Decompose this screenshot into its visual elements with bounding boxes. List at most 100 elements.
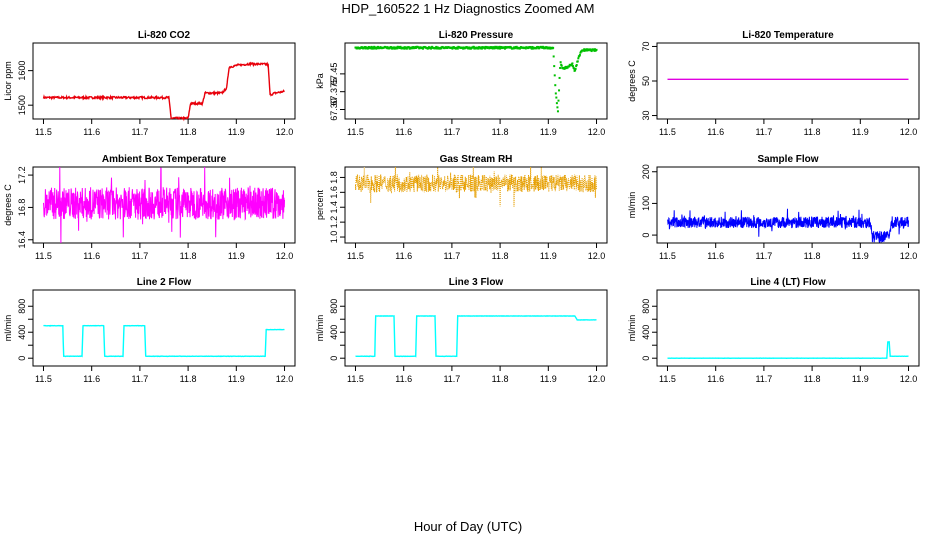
line2_flow-series-line: [43, 324, 285, 358]
panel-temperature: Li-820 Temperature 11.5 11.6 11.7 11.8 11.9 12…: [627, 30, 920, 137]
pressure-point: [397, 46, 400, 49]
panel-line2_flow: Line 2 Flow 11.5 11.6 11.7 11.8 11.9 12.0 0 400 8…: [3, 277, 296, 384]
temperature-ytick-label: 50: [641, 76, 651, 86]
line3_flow-xtick-label: 11.6: [395, 374, 412, 384]
gas_rh-ytick-label: 1.0: [329, 231, 339, 244]
pressure-point: [566, 66, 569, 69]
figure-title: HDP_160522 1 Hz Diagnostics Zoomed AM: [342, 1, 595, 16]
pressure-point: [541, 46, 544, 49]
gas_rh-ylabel: percent: [315, 189, 325, 220]
co2-series-line: [42, 61, 285, 122]
line3_flow-xtick-label: 12.0: [588, 374, 606, 384]
temperature-frame: [656, 42, 920, 120]
pressure-point: [555, 102, 558, 105]
temperature-title: Li-820 Temperature: [742, 30, 834, 41]
pressure-point: [580, 50, 583, 53]
line4_flow-title: Line 4 (LT) Flow: [750, 277, 826, 288]
pressure-ylabel: kPa: [315, 73, 325, 89]
line4_flow-ylabel: ml/min: [627, 315, 637, 342]
pressure-xtick-label: 11.7: [443, 127, 460, 137]
pressure-point: [571, 65, 574, 68]
line2_flow-ytick-label: 0: [17, 356, 27, 361]
pressure-point: [535, 47, 538, 50]
pressure-ytick-label: 67.375: [329, 78, 339, 106]
pressure-point: [564, 65, 567, 68]
pressure-point: [559, 66, 562, 69]
pressure-point: [370, 45, 373, 48]
sample_flow-ytick-label: 0: [641, 233, 651, 238]
panel-gas_rh: Gas Stream RH 11.5 11.6 11.7 11.8 11.9 12.0 1.0…: [315, 154, 608, 261]
panel-line3_flow: Line 3 Flow 11.5 11.6 11.7 11.8 11.9 12.0 0 400 8…: [315, 277, 608, 384]
pressure-point: [468, 46, 471, 49]
pressure-point: [559, 61, 562, 64]
pressure-xtick-label: 11.8: [492, 127, 509, 137]
gas_rh-ytick-label: 1.6: [329, 186, 339, 199]
pressure-point: [495, 46, 498, 49]
pressure-xtick-label: 12.0: [588, 127, 606, 137]
pressure-point: [530, 47, 533, 50]
pressure-point: [408, 46, 411, 49]
pressure-point: [462, 47, 465, 50]
line2_flow-xtick-label: 11.5: [35, 374, 52, 384]
sample_flow-frame: [656, 166, 920, 244]
sample_flow-ylabel: ml/min: [627, 192, 637, 219]
pressure-xtick-label: 11.5: [347, 127, 364, 137]
panel-co2: Li-820 CO2 11.5 11.6 11.7 11.8 11.9 12.0 1500 16…: [3, 30, 296, 137]
sample_flow-ytick-label: 100: [641, 196, 651, 211]
sample_flow-xtick-label: 11.5: [659, 251, 676, 261]
line4_flow-ytick-label: 800: [641, 299, 651, 314]
line2_flow-xtick-label: 11.8: [180, 374, 197, 384]
pressure-point: [498, 45, 501, 48]
pressure-point: [491, 47, 494, 50]
line3_flow-ytick-label: 800: [329, 299, 339, 314]
ambient_box-xtick-label: 11.6: [83, 251, 100, 261]
line3_flow-series-line: [355, 314, 597, 358]
ambient_box-ytick-label: 16.4: [17, 231, 27, 249]
pressure-point: [553, 74, 556, 77]
pressure-point: [405, 47, 408, 50]
pressure-point: [403, 47, 406, 50]
pressure-point: [595, 48, 598, 51]
pressure-point: [554, 92, 557, 95]
gas_rh-ytick-label: 1.4: [329, 201, 339, 214]
temperature-ytick-label: 70: [641, 41, 651, 51]
pressure-point: [503, 46, 506, 49]
pressure-point: [379, 46, 382, 49]
pressure-frame: [344, 42, 608, 120]
pressure-point: [557, 99, 560, 102]
ambient_box-series-line: [43, 166, 285, 244]
co2-ytick-label: 1500: [17, 95, 27, 115]
pressure-point: [430, 47, 433, 50]
pressure-point: [421, 46, 424, 49]
pressure-point: [568, 65, 571, 68]
co2-xtick-label: 11.8: [180, 127, 197, 137]
pressure-point: [480, 46, 483, 49]
line2_flow-xtick-label: 11.7: [131, 374, 148, 384]
line3_flow-xtick-label: 11.7: [443, 374, 460, 384]
gas_rh-series-line: [355, 166, 597, 207]
pressure-point: [470, 47, 473, 50]
line2_flow-ytick-label: 400: [17, 325, 27, 340]
pressure-point: [544, 47, 547, 50]
temperature-xtick-label: 11.6: [707, 127, 724, 137]
pressure-point: [593, 49, 596, 52]
pressure-point: [477, 47, 480, 50]
line2_flow-ylabel: ml/min: [3, 315, 13, 342]
pressure-point: [394, 46, 397, 49]
temperature-ytick-label: 30: [641, 111, 651, 121]
sample_flow-ytick-label: 200: [641, 164, 651, 179]
ambient_box-frame: [32, 166, 296, 244]
pressure-point: [592, 48, 595, 51]
sample_flow-title: Sample Flow: [757, 154, 818, 165]
pressure-point: [571, 62, 574, 65]
ambient_box-xtick-label: 11.5: [35, 251, 52, 261]
co2-frame: [32, 42, 296, 120]
pressure-point: [412, 46, 415, 49]
line4_flow-ytick-label: 0: [641, 356, 651, 361]
pressure-point: [372, 46, 375, 49]
pressure-point: [575, 65, 578, 68]
pressure-point: [548, 46, 551, 49]
pressure-point: [376, 47, 379, 50]
line4_flow-ytick-label: 400: [641, 325, 651, 340]
pressure-point: [364, 47, 367, 50]
